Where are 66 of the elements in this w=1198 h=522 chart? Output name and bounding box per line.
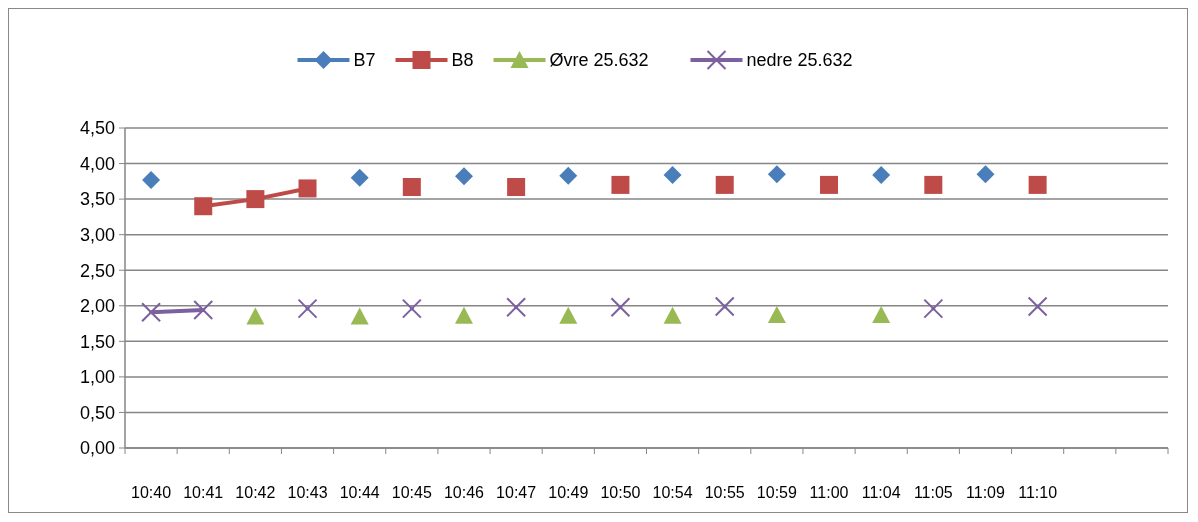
x-tick-label: 10:49: [548, 484, 589, 501]
point: [767, 165, 786, 184]
point: [193, 300, 214, 321]
point: [1027, 296, 1048, 317]
x-tick-label: 10:54: [652, 484, 693, 501]
point: [246, 190, 265, 209]
point: [194, 197, 213, 216]
legend-label: nedre 25.632: [746, 50, 853, 71]
x-tick-label: 10:44: [339, 484, 380, 501]
point: [714, 296, 735, 317]
point: [663, 306, 682, 324]
point: [350, 168, 369, 187]
x-tick-label: 11:00: [809, 484, 849, 501]
y-tick-label: 2,00: [79, 296, 115, 317]
point: [454, 306, 473, 324]
y-tick-label: 2,50: [79, 260, 115, 281]
point: [507, 178, 526, 197]
y-tick-label: 0,50: [79, 402, 115, 423]
x-tick-label: 11:04: [861, 484, 901, 501]
point: [297, 298, 318, 319]
point: [1028, 175, 1047, 194]
point: [610, 297, 631, 318]
x-tick-label: 10:42: [235, 484, 276, 501]
point: [976, 165, 995, 184]
point: [298, 179, 317, 198]
point: [141, 302, 162, 323]
x-tick-label: 11:09: [966, 484, 1005, 501]
point: [559, 166, 578, 185]
point: [872, 306, 891, 324]
point: [506, 297, 527, 318]
point: [350, 307, 369, 325]
x-tick-label: 10:50: [600, 484, 641, 501]
y-tick-label: 4,50: [79, 118, 115, 139]
point: [611, 175, 630, 194]
x-tick-label: 10:47: [496, 484, 537, 501]
y-tick-label: 0,00: [79, 438, 115, 459]
point: [142, 170, 161, 189]
x-tick-label: 10:55: [704, 484, 745, 501]
x-tick-label: 10:43: [287, 484, 328, 501]
point: [872, 165, 891, 184]
x-tick-label: 10:59: [756, 484, 797, 501]
x-tick-label: 10:46: [443, 484, 485, 501]
x-tick-label: 10:45: [391, 484, 432, 501]
point: [715, 175, 734, 194]
x-tick-label: 11:10: [1018, 484, 1058, 501]
point: [767, 306, 786, 324]
x-tick-label: 11:05: [913, 484, 953, 501]
point: [454, 167, 473, 186]
legend-label: B7: [353, 50, 376, 71]
point: [924, 175, 943, 194]
y-tick-label: 1,00: [79, 367, 115, 388]
legend-label: B8: [451, 50, 474, 71]
y-tick-label: 3,50: [79, 189, 115, 210]
x-tick-label: 10:41: [183, 484, 224, 501]
x-tick-label: 10:40: [131, 484, 172, 501]
point: [663, 165, 682, 184]
y-tick-label: 3,00: [79, 224, 115, 245]
point: [559, 306, 578, 324]
point: [402, 178, 421, 197]
point: [820, 175, 839, 194]
y-tick-label: 1,50: [79, 331, 115, 352]
point: [401, 298, 422, 319]
point: [923, 298, 944, 319]
y-tick-label: 4,00: [79, 153, 115, 174]
point: [246, 307, 265, 325]
legend-label: Øvre 25.632: [549, 50, 649, 71]
